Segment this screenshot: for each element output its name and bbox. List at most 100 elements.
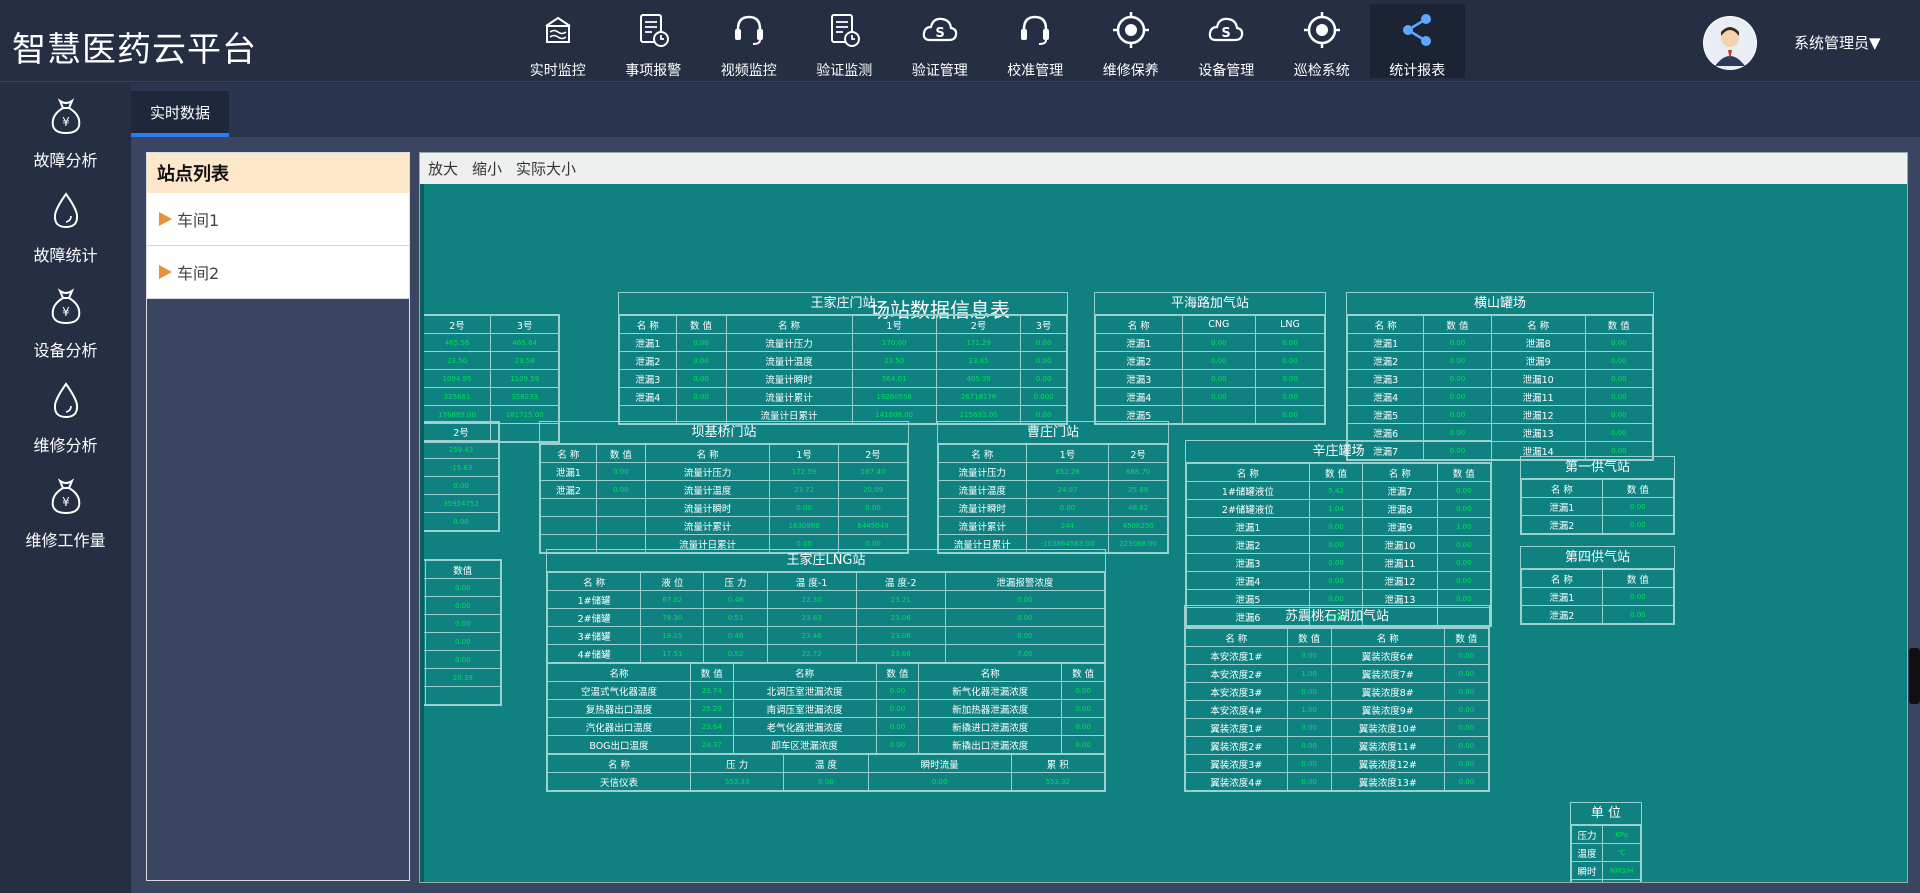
table-cell: 翼装浓度2# [1185, 736, 1288, 755]
table-cell: 0.00 [1286, 646, 1332, 665]
table-cell: 23.06 [855, 626, 946, 645]
sidebar-item-3[interactable]: 维修分析 [0, 368, 131, 463]
table-cell: 0.00 [1584, 369, 1654, 388]
avatar[interactable] [1703, 16, 1757, 70]
drop-icon [46, 190, 86, 236]
table-row: 泄漏1 0.00 泄漏9 1.00 [1186, 517, 1492, 536]
table-cell: 泄漏10 [1362, 535, 1438, 554]
table-cell: 泄漏3 [1346, 369, 1425, 388]
table-header-row: 名 称数 值名 称 1号 2号 3号 [619, 315, 1067, 334]
table-row [421, 686, 502, 705]
table-cell: 新气化器泄漏浓度 [918, 681, 1063, 700]
table-cell: 翼装浓度1# [1185, 718, 1288, 737]
nav-item-1[interactable]: 事项报警 [606, 4, 702, 79]
money-bag-icon: ¥ [46, 285, 86, 331]
table-cell: 0.00 [1286, 754, 1332, 773]
station-table-title: 单 位 [1571, 803, 1641, 825]
station-item[interactable]: 车间2 [147, 246, 409, 299]
sidebar-item-4[interactable]: ¥ 维修工作量 [0, 463, 131, 558]
table-cell: 0.00 [1443, 682, 1490, 701]
target-icon [1111, 10, 1151, 54]
sidebar-item-1[interactable]: 故障统计 [0, 178, 131, 273]
table-cell: 20.39 [424, 668, 502, 687]
table-cell: 358233 [490, 387, 559, 406]
table-row: 泄漏2 0.00 流量计温度 23.50 23.85 0.00 [619, 351, 1067, 370]
table-header-cell: 3号 [490, 315, 559, 334]
table-cell: 0.00 [1308, 553, 1364, 572]
cloud-s-icon: S [920, 10, 960, 54]
table-row: 流量计瞬时 0.00 0.00 [540, 498, 908, 517]
tab-realtime[interactable]: 实时数据 [131, 91, 229, 137]
station-item[interactable]: 车间1 [147, 193, 409, 246]
table-cell: 0.00 [1286, 682, 1332, 701]
table-row: 流量计瞬时 0.00 48.62 [938, 498, 1168, 517]
table-cell: 25.29 [689, 699, 734, 718]
table-cell: 翼装浓度8# [1330, 682, 1445, 701]
table-header-row: 名 称 CNG LNG [1095, 315, 1326, 334]
table-cell: 翼装浓度9# [1330, 700, 1445, 719]
table-row: 泄漏2 0.00 [1521, 605, 1675, 624]
table-row: 泄漏1 0.00 流量计压力 170.00 171.29 0.00 [619, 333, 1067, 352]
nav-item-4[interactable]: S 验证管理 [892, 4, 988, 79]
nav-item-7[interactable]: S 设备管理 [1179, 4, 1275, 79]
table-cell: 泄漏5 [1346, 405, 1425, 424]
table-cell [540, 516, 597, 535]
actual-size-button[interactable]: 实际大小 [516, 160, 577, 178]
table-cell: 0.00 [1308, 535, 1364, 554]
nav-item-9[interactable]: 统计报表 [1369, 4, 1465, 79]
table-row: 本安浓度1# 0.00 翼装浓度6# 0.00 [1185, 646, 1490, 665]
table-cell: 天信仪表 [547, 772, 691, 791]
nav-item-2[interactable]: 视频监控 [701, 4, 797, 79]
table-row: 3#储罐 19.15 0.46 23.46 23.06 0.00 [546, 626, 1106, 645]
table-row: 复热器出口温度 25.29 南调压室泄漏浓度 0.00 新加热器泄漏浓度 0.00 [547, 699, 1105, 718]
table-cell: 流量计瞬时 [645, 498, 771, 517]
table-cell: 172.59 [769, 462, 840, 481]
table-header-cell: LNG [1254, 315, 1326, 334]
nav-item-0[interactable]: 实时监控 [510, 4, 606, 79]
nav-item-label: 实时监控 [529, 63, 586, 79]
table-cell: 0.00 [1020, 351, 1067, 370]
table-cell: 23.64 [689, 717, 734, 736]
sidebar: ¥ 故障分析 故障统计 ¥ 设备分析 维修分析 ¥ 维修工作量 [0, 83, 131, 893]
table-cell: 1109.59 [490, 369, 559, 388]
diagram-canvas[interactable]: 场站数据信息表 2号 3号 465.56 465.84 23.50 23.58 1094.9… [420, 184, 1907, 882]
table-row: 泄漏4 0.00 泄漏12 0.00 [1186, 571, 1492, 590]
station-item-label: 车间1 [177, 211, 220, 230]
table-cell: 泄漏6 [1346, 423, 1425, 442]
table-cell: 流量计累计 [645, 516, 771, 535]
table-header-cell: 1号 [851, 315, 937, 334]
nav-item-3[interactable]: 验证监测 [797, 4, 893, 79]
data-table: 名 称 1号 2号 流量计压力 852.28 888.70 流量计温度 24.07 25.89 流… [938, 444, 1168, 553]
table-cell: 0.00 [944, 626, 1106, 645]
zoom-out-button[interactable]: 缩小 [472, 160, 503, 178]
drop-icon [46, 380, 86, 426]
table-row: 0.00 [421, 650, 502, 669]
table-row: 流量计日累计 0.00 0.00 [540, 534, 908, 553]
nav-item-5[interactable]: 校准管理 [988, 4, 1084, 79]
zoom-in-button[interactable]: 放大 [428, 160, 459, 178]
table-cell: 0.00 [1286, 772, 1332, 791]
table-header-cell: 瞬时流量 [867, 754, 1012, 773]
user-menu[interactable]: 系统管理员▼ [1794, 34, 1881, 52]
table-header-cell: 2号 [838, 444, 908, 463]
table-header-cell: 名称 [547, 663, 691, 682]
table-cell: 0.00 [1020, 405, 1067, 424]
station-table-title: 苏震桃石湖加气站 [1185, 606, 1489, 628]
table-header-cell: 数 值 [1436, 463, 1492, 482]
table-cell: 0.00 [1181, 387, 1256, 406]
table-cell: 流量计温度 [645, 480, 771, 499]
table-cell: NM3/H [1602, 861, 1641, 880]
nav-item-8[interactable]: 巡检系统 [1274, 4, 1370, 79]
sidebar-item-0[interactable]: ¥ 故障分析 [0, 83, 131, 178]
table-row: 0.00 [421, 596, 502, 615]
table-header-cell: 名 称 [619, 315, 677, 334]
table-row: 温度 ℃ [1570, 843, 1641, 862]
table-header-cell: 名 称 [1186, 463, 1310, 482]
side-scroll-handle[interactable] [1909, 648, 1920, 704]
nav-item-6[interactable]: 维修保养 [1083, 4, 1179, 79]
sidebar-item-2[interactable]: ¥ 设备分析 [0, 273, 131, 368]
table-row: 流量计压力 852.28 888.70 [938, 462, 1168, 481]
table-cell: 23.74 [689, 681, 734, 700]
table-cell: 0.00 [875, 681, 920, 700]
table-row: 泄漏5 0.00 泄漏12 0.00 [1346, 405, 1654, 424]
